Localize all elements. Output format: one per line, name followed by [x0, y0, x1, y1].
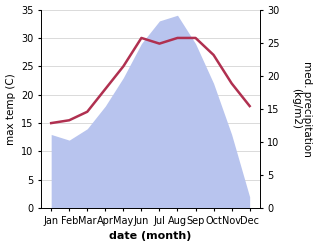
- Y-axis label: med. precipitation
(kg/m2): med. precipitation (kg/m2): [291, 61, 313, 157]
- X-axis label: date (month): date (month): [109, 231, 192, 242]
- Y-axis label: max temp (C): max temp (C): [5, 73, 16, 145]
